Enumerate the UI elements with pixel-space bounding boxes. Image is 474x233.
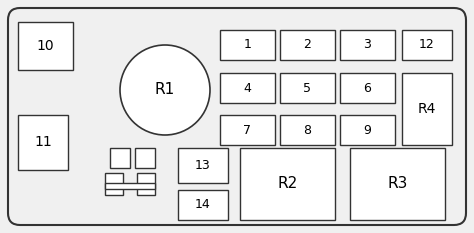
Text: 12: 12	[419, 38, 435, 51]
Bar	[220, 115, 275, 145]
Bar	[240, 148, 335, 220]
Bar	[135, 148, 155, 168]
Bar	[402, 73, 452, 145]
Text: 8: 8	[303, 123, 311, 137]
Circle shape	[120, 45, 210, 135]
Bar	[280, 73, 335, 103]
Text: 11: 11	[34, 136, 52, 150]
Bar	[18, 22, 73, 70]
Text: 10: 10	[36, 39, 55, 53]
Bar	[402, 30, 452, 60]
Bar	[350, 148, 445, 220]
Bar	[340, 73, 395, 103]
Bar	[178, 190, 228, 220]
Text: 6: 6	[364, 82, 372, 95]
Bar	[280, 30, 335, 60]
Bar	[220, 73, 275, 103]
Text: 13: 13	[195, 159, 211, 172]
FancyBboxPatch shape	[8, 8, 466, 225]
Text: R1: R1	[155, 82, 175, 97]
Bar	[110, 148, 130, 168]
Bar	[105, 173, 123, 195]
Text: R2: R2	[277, 177, 298, 192]
Bar	[105, 183, 155, 189]
Text: 1: 1	[244, 38, 251, 51]
Bar	[137, 173, 155, 195]
Text: 4: 4	[244, 82, 251, 95]
Text: 9: 9	[364, 123, 372, 137]
Text: R4: R4	[418, 102, 436, 116]
Bar	[340, 115, 395, 145]
Text: 14: 14	[195, 199, 211, 212]
Text: 5: 5	[303, 82, 311, 95]
Text: 2: 2	[303, 38, 311, 51]
Bar	[18, 115, 68, 170]
Text: R3: R3	[387, 177, 408, 192]
Bar	[178, 148, 228, 183]
Text: 3: 3	[364, 38, 372, 51]
Bar	[280, 115, 335, 145]
Text: 7: 7	[244, 123, 252, 137]
Bar	[340, 30, 395, 60]
Bar	[220, 30, 275, 60]
